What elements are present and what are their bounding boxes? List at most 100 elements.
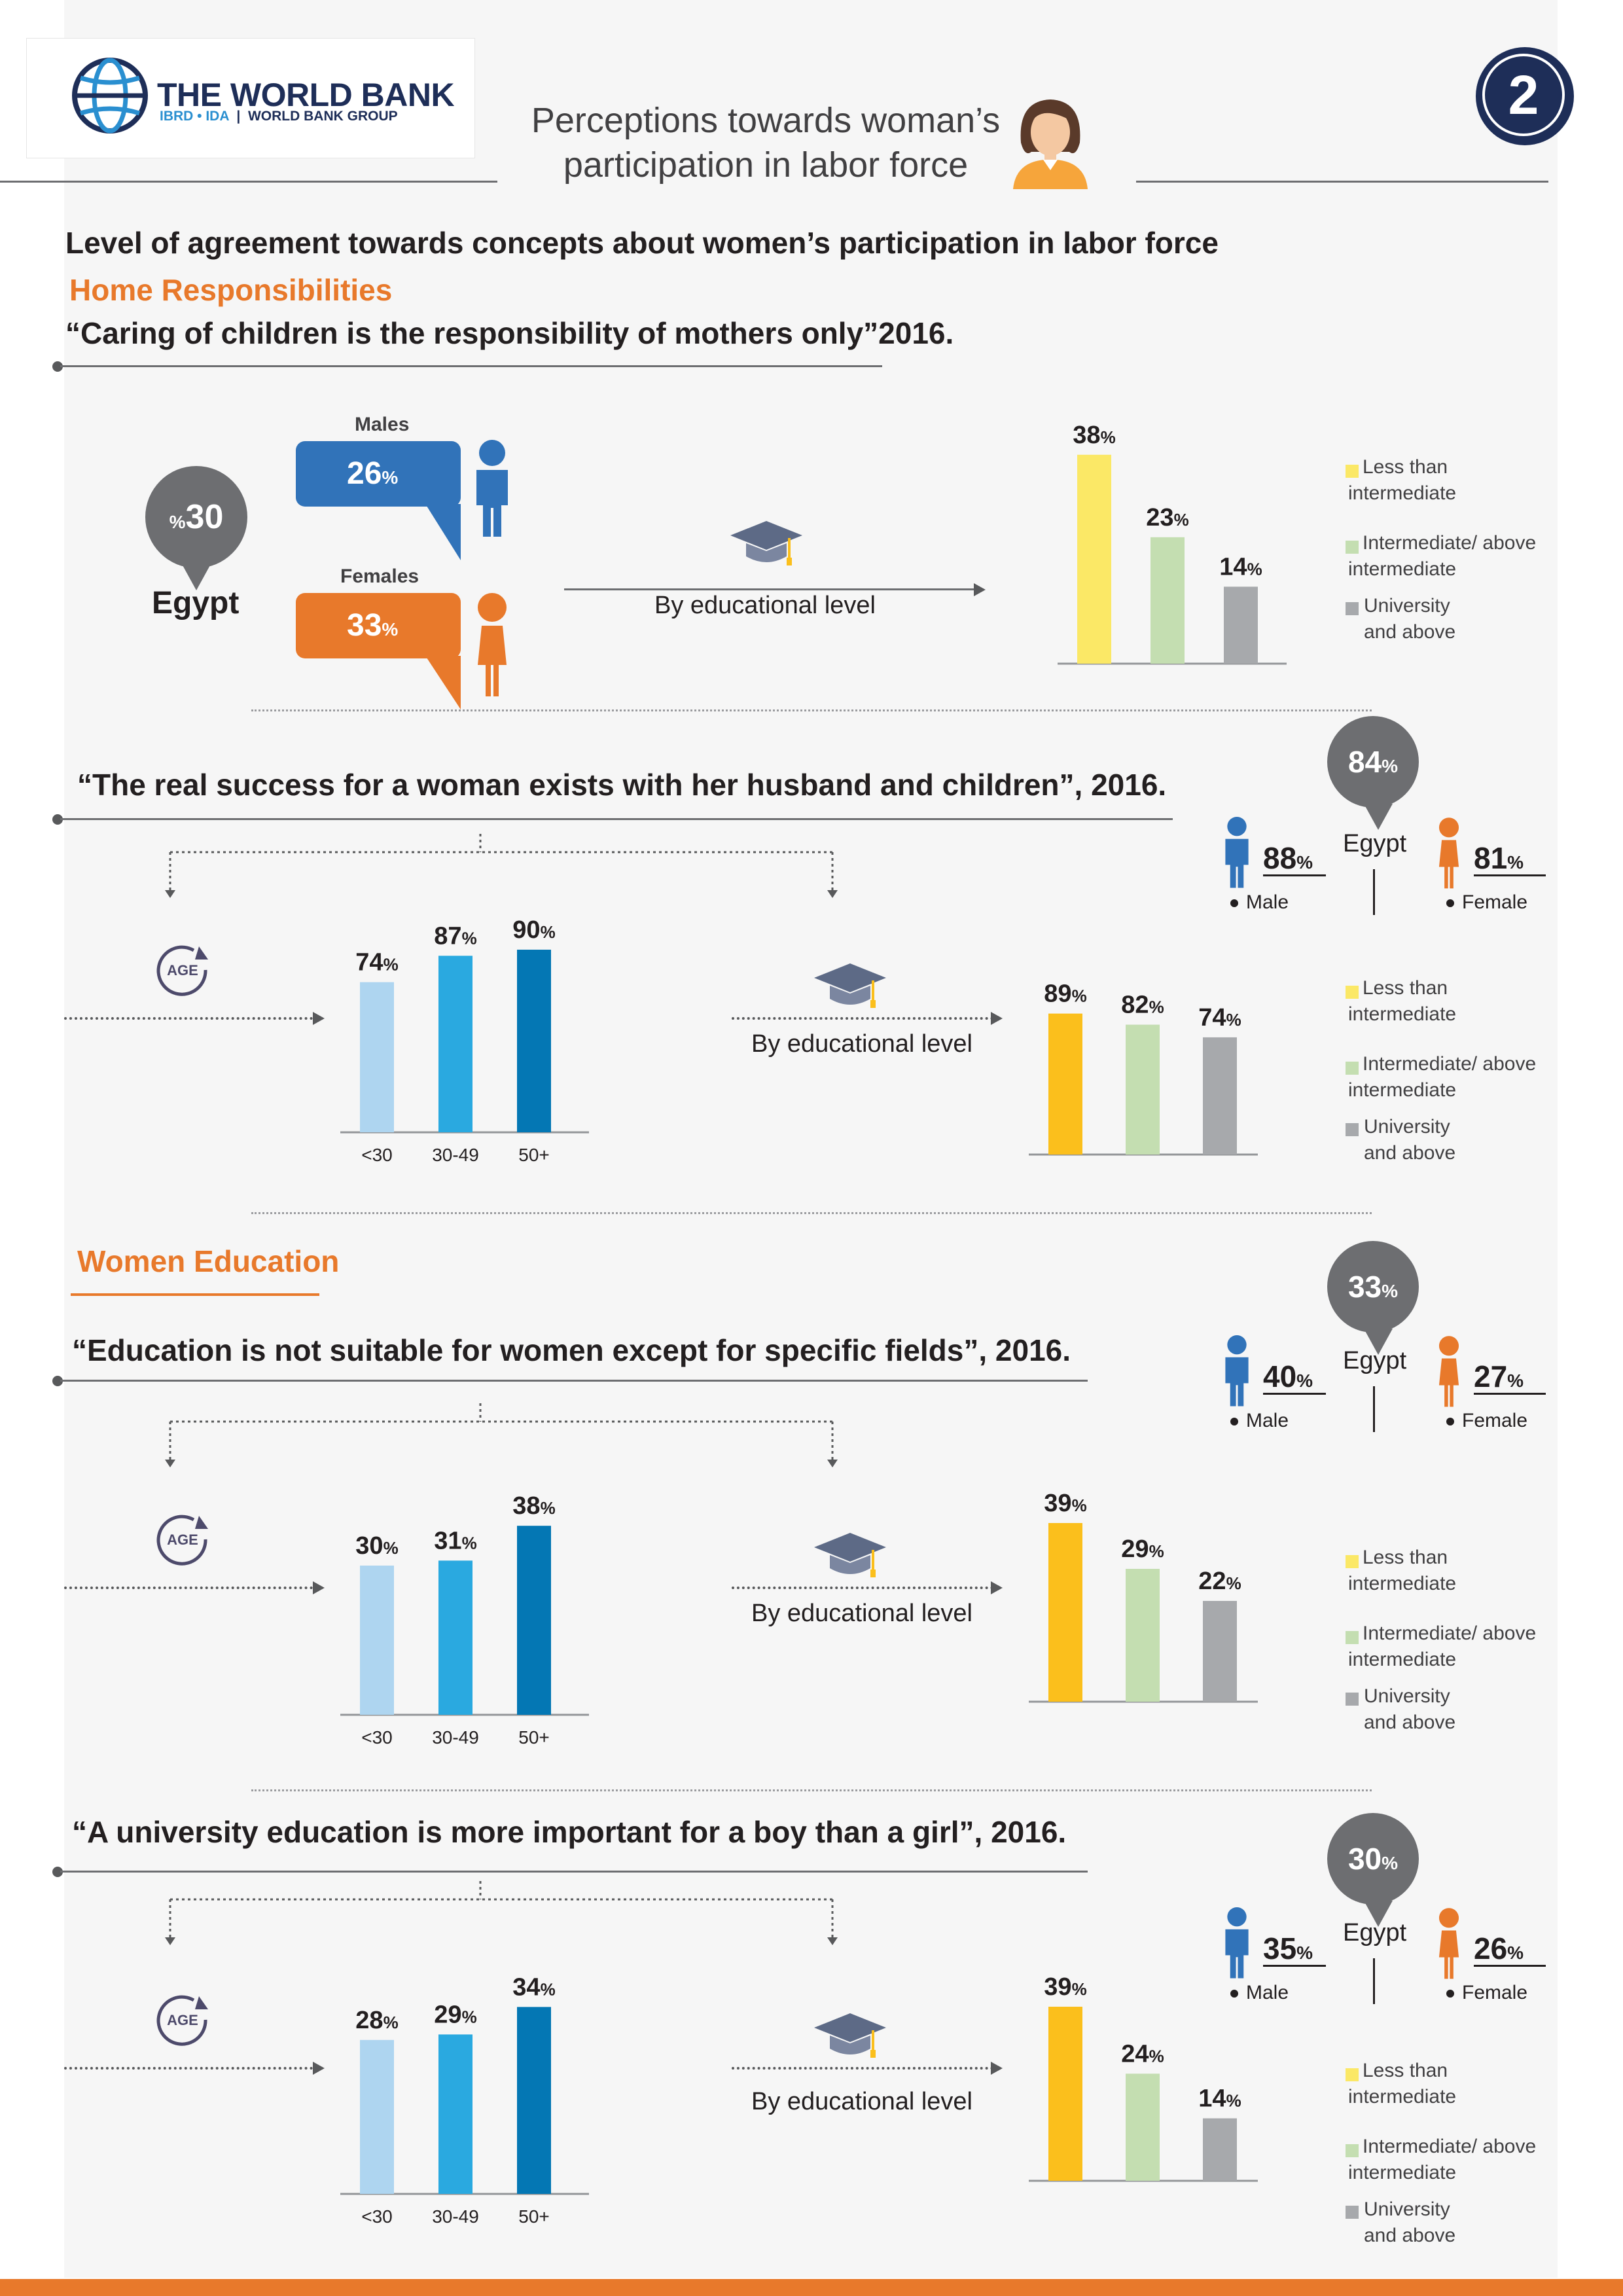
q1-egypt-prefix: % (169, 512, 186, 532)
q4-female-underline (1474, 1965, 1546, 1967)
svg-text:AGE: AGE (167, 1532, 198, 1548)
q4-age-bar-3 (517, 2007, 551, 2194)
q3-age-arrow-head (313, 1581, 325, 1594)
page-title-line2: participation in labor force (563, 145, 969, 185)
q2-age-bar-1 (360, 982, 394, 1132)
q1-male-bubble-tail (425, 504, 461, 560)
q2-age-tick-3: 50+ (518, 1145, 550, 1165)
q4-edu-arrow (732, 2067, 993, 2070)
logo-subtitle: IBRD • IDA | WORLD BANK GROUP (160, 109, 398, 124)
q2-legend-item-2: Intermediate/ above intermediate (1348, 1051, 1597, 1103)
q1-female-value: 33 (347, 608, 382, 643)
q3-female-icon (1438, 1336, 1459, 1407)
q3-male-icon (1225, 1335, 1249, 1407)
q2-female-label: Female (1446, 891, 1527, 914)
q2-edu-arrow (732, 1017, 993, 1020)
main-heading: Level of agreement towards concepts abou… (65, 226, 1219, 260)
q2-male-underline (1263, 874, 1326, 876)
q4-edu-label: By educational level (751, 2088, 972, 2115)
q3-legend-2b: intermediate (1348, 1649, 1457, 1670)
q1-legend-1a: Less than (1363, 456, 1448, 478)
age-icon: AGE (156, 945, 208, 996)
q3-age-bar-label-1: 30% (355, 1532, 398, 1560)
q4-rule (60, 1871, 1088, 1873)
q4-male-icon (1225, 1907, 1249, 1979)
q3-age-tick-2: 30-49 (432, 1727, 479, 1748)
q1-legend-2a: Intermediate/ above (1363, 532, 1537, 554)
q2-edu-label: By educational level (751, 1030, 972, 1058)
q4-legend-1b: intermediate (1348, 2086, 1457, 2108)
q4-age-tick-2: 30-49 (432, 2206, 479, 2227)
q1-edu-bar-2 (1150, 537, 1185, 664)
q1-rule-dot (52, 361, 63, 372)
header-rule-left (0, 181, 497, 183)
q3-legend-swatch-1 (1346, 1555, 1359, 1568)
q1-legend-item-1: Less than intermediate (1348, 454, 1597, 507)
logo-title: THE WORLD BANK (157, 77, 455, 113)
q2-male-icon (1225, 817, 1249, 888)
q2-legend-swatch-2 (1346, 1062, 1359, 1075)
q2-edu-bar-label-1: 89% (1044, 980, 1086, 1008)
q3-edu-label: By educational level (751, 1600, 972, 1627)
q4-male-underline (1263, 1965, 1326, 1967)
graduation-cap-icon (814, 2013, 886, 2058)
q4-legend-1a: Less than (1363, 2060, 1448, 2081)
header-rule-right (1136, 181, 1548, 183)
q3-rule-dot (52, 1376, 63, 1386)
q2-age-bar-label-2: 87% (434, 922, 476, 950)
q3-edu-bar-label-2: 29% (1121, 1535, 1164, 1563)
q3-rule (60, 1380, 1088, 1382)
q3-egypt-label: Egypt (1343, 1347, 1407, 1374)
q3-edu-arrow (732, 1587, 993, 1589)
q2-edu-chart: 89% 82% 74% (1029, 980, 1258, 1156)
q2-female-value-text: 81 (1474, 841, 1508, 875)
q4-female-value-text: 26 (1474, 1931, 1508, 1965)
q2-legend-swatch-3 (1346, 1123, 1359, 1136)
q1-legend-2b: intermediate (1348, 558, 1457, 580)
q4-female-label: Female (1446, 1982, 1527, 2004)
q2-legend-item-3: University and above (1348, 1114, 1597, 1166)
q1-female-bubble: 33% (296, 593, 461, 658)
q1-edu-bar-label-3: 14% (1219, 553, 1262, 581)
q4-male-label: Male (1230, 1982, 1289, 2004)
globe-icon (72, 58, 148, 134)
q3-legend-swatch-3 (1346, 1693, 1359, 1706)
q3-edu-chart: 39% 29% 22% (1029, 1490, 1258, 1703)
woman-avatar-icon (1013, 99, 1088, 189)
q3-female-value-text: 27 (1474, 1359, 1508, 1393)
q1-females-label: Females (340, 565, 419, 587)
q3-egypt-value: 33 (1347, 1270, 1382, 1304)
q4-age-tick-1: <30 (361, 2206, 393, 2227)
q3-legend-1a: Less than (1363, 1547, 1448, 1568)
q4-edu-chart: 39% 24% 14% (1029, 1973, 1258, 2182)
q4-egypt-value: 30 (1347, 1842, 1382, 1876)
content-panel (64, 0, 1558, 2278)
q4-female-icon (1438, 1908, 1459, 1979)
q2-age-bar-label-3: 90% (512, 916, 555, 944)
graduation-cap-icon (814, 1533, 886, 1577)
q1-edu-bar-3 (1224, 586, 1258, 664)
divider-3 (251, 1789, 1372, 1791)
q4-age-tick-3: 50+ (518, 2206, 550, 2227)
q2-edu-bar-2 (1126, 1024, 1160, 1155)
q3-age-tick-3: 50+ (518, 1727, 550, 1748)
q4-legend-swatch-3 (1346, 2206, 1359, 2219)
q3-legend-3a: University (1364, 1685, 1450, 1707)
q4-age-bar-1 (360, 2039, 394, 2194)
q3-egypt-separator (1373, 1386, 1375, 1432)
q2-legend-2b: intermediate (1348, 1079, 1457, 1101)
q1-males-label: Males (355, 414, 410, 435)
q1-male-figure-icon (476, 440, 508, 537)
q2-egypt-label: Egypt (1343, 830, 1407, 857)
q1-legend-swatch-3 (1346, 602, 1359, 615)
q1-legend-item-2: Intermediate/ above intermediate (1348, 530, 1597, 583)
q3-legend-item-1: Less than intermediate (1348, 1545, 1597, 1597)
q4-age-bar-label-1: 28% (355, 2007, 398, 2034)
q3-edu-bar-2 (1126, 1569, 1160, 1702)
q3-male-value-text: 40 (1263, 1359, 1297, 1393)
q2-legend-item-1: Less than intermediate (1348, 975, 1597, 1028)
q2-age-bar-3 (517, 950, 551, 1132)
q4-legend-2a: Intermediate/ above (1363, 2136, 1537, 2157)
q1-legend-item-3: University and above (1348, 593, 1597, 645)
q1-egypt-label: Egypt (152, 586, 240, 620)
